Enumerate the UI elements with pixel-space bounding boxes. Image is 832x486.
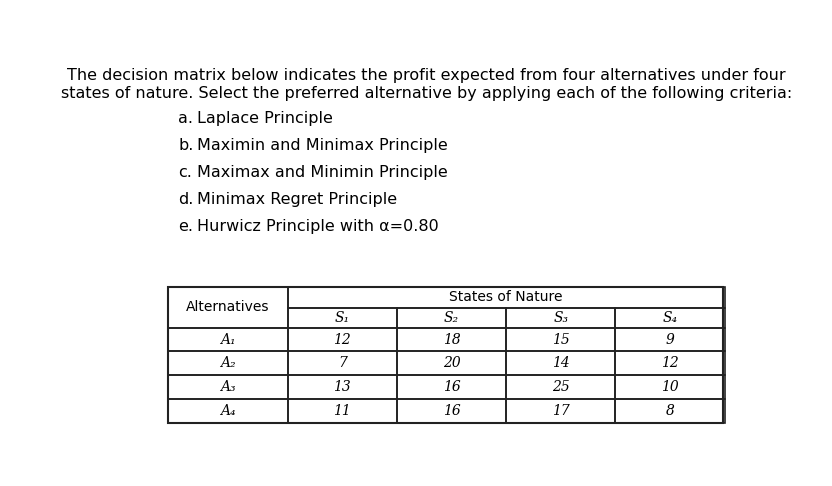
Bar	[169, 375, 288, 399]
Text: S₂: S₂	[444, 311, 459, 325]
Text: Minimax Regret Principle: Minimax Regret Principle	[197, 192, 398, 208]
Bar	[616, 351, 725, 375]
Text: 15: 15	[552, 332, 570, 347]
Bar	[288, 328, 397, 351]
Bar	[288, 399, 397, 423]
Text: e.: e.	[178, 219, 193, 234]
Text: States of Nature: States of Nature	[449, 290, 563, 304]
Text: The decision matrix below indicates the profit expected from four alternatives u: The decision matrix below indicates the …	[67, 68, 785, 83]
Text: A₂: A₂	[220, 356, 236, 370]
Text: 20: 20	[443, 356, 460, 370]
Bar	[616, 399, 725, 423]
Text: a.: a.	[178, 111, 193, 126]
Bar	[169, 399, 288, 423]
Bar	[506, 308, 616, 328]
Text: 13: 13	[334, 381, 351, 394]
Text: 16: 16	[443, 381, 460, 394]
Bar	[506, 399, 616, 423]
Text: Laplace Principle: Laplace Principle	[197, 111, 334, 126]
Text: 8: 8	[666, 404, 675, 418]
Text: states of nature. Select the preferred alternative by applying each of the follo: states of nature. Select the preferred a…	[61, 87, 792, 102]
Bar	[288, 375, 397, 399]
Text: 17: 17	[552, 404, 570, 418]
Bar	[288, 351, 397, 375]
Text: 18: 18	[443, 332, 460, 347]
Bar	[169, 287, 723, 423]
Text: Hurwicz Principle with α=0.80: Hurwicz Principle with α=0.80	[197, 219, 439, 234]
Text: 25: 25	[552, 381, 570, 394]
Text: b.: b.	[178, 139, 194, 154]
Text: c.: c.	[178, 165, 192, 180]
Bar	[397, 328, 506, 351]
Bar	[616, 328, 725, 351]
Text: 12: 12	[334, 332, 351, 347]
Bar	[397, 308, 506, 328]
Bar	[616, 308, 725, 328]
Text: Alternatives: Alternatives	[186, 300, 270, 314]
Bar	[169, 287, 288, 328]
Bar	[506, 328, 616, 351]
Text: 16: 16	[443, 404, 460, 418]
Text: A₁: A₁	[220, 332, 236, 347]
Text: 7: 7	[338, 356, 347, 370]
Text: 14: 14	[552, 356, 570, 370]
Bar	[506, 375, 616, 399]
Text: d.: d.	[178, 192, 194, 208]
Text: Maximin and Minimax Principle: Maximin and Minimax Principle	[197, 139, 448, 154]
Bar	[506, 351, 616, 375]
Bar	[397, 375, 506, 399]
Bar	[288, 308, 397, 328]
Text: Maximax and Minimin Principle: Maximax and Minimin Principle	[197, 165, 448, 180]
Bar	[397, 351, 506, 375]
Text: S₁: S₁	[334, 311, 350, 325]
Bar	[169, 351, 288, 375]
Text: 9: 9	[666, 332, 675, 347]
Text: A₃: A₃	[220, 381, 236, 394]
Text: A₄: A₄	[220, 404, 236, 418]
Bar	[169, 328, 288, 351]
Bar	[288, 287, 725, 308]
Text: 10: 10	[661, 381, 679, 394]
Text: 12: 12	[661, 356, 679, 370]
Text: S₃: S₃	[553, 311, 568, 325]
Text: S₄: S₄	[662, 311, 677, 325]
Text: 11: 11	[334, 404, 351, 418]
Bar	[616, 375, 725, 399]
Bar	[397, 399, 506, 423]
